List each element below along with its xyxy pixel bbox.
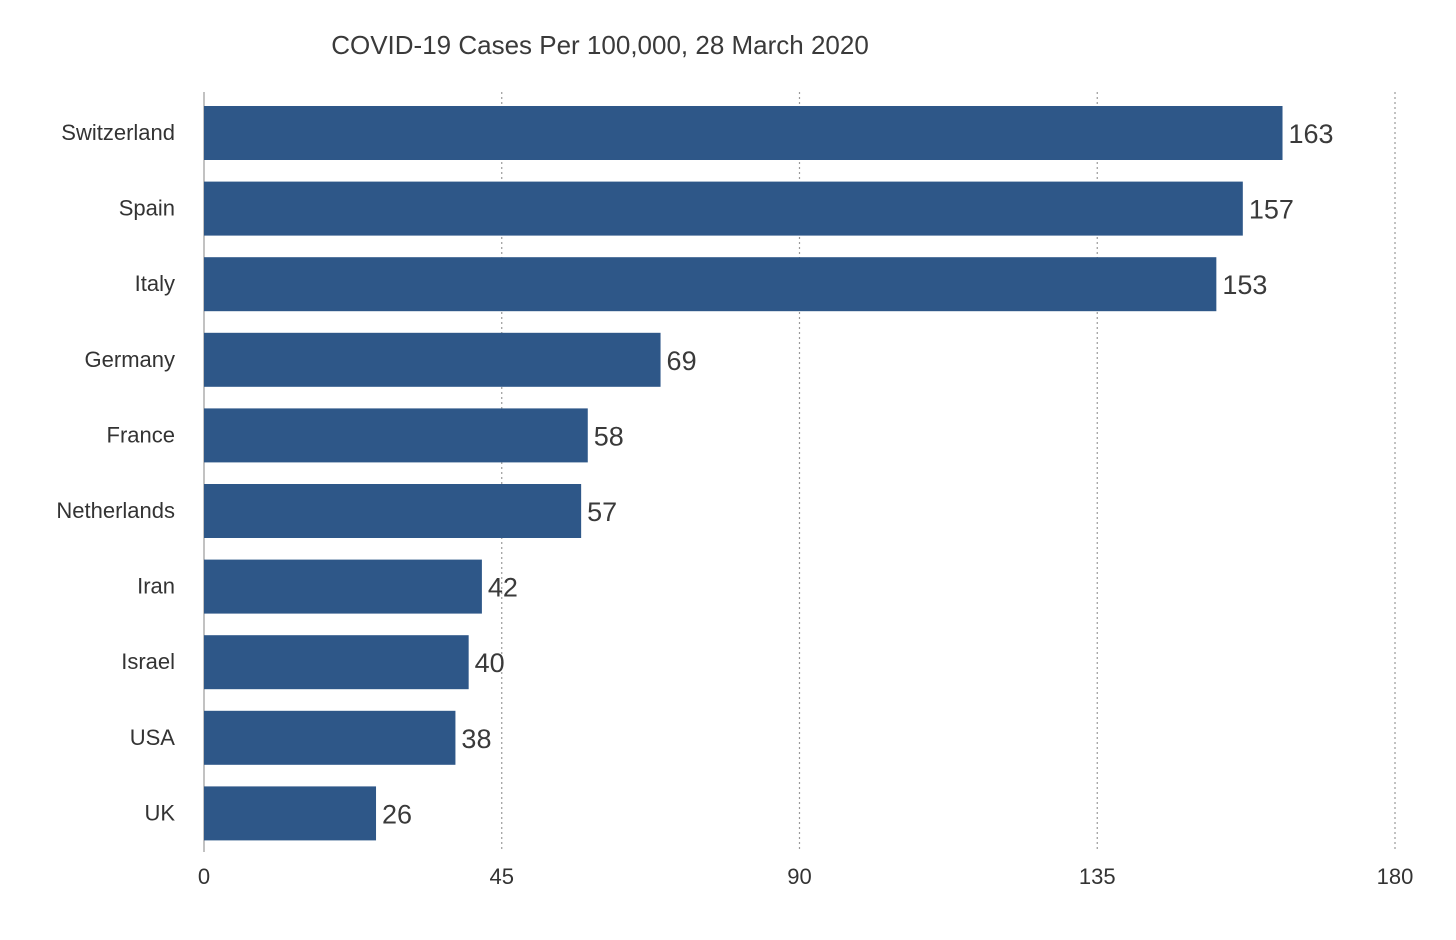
- data-label: 163: [1289, 119, 1334, 149]
- x-tick-label: 45: [490, 864, 514, 889]
- data-label: 157: [1249, 195, 1294, 225]
- bar: [204, 332, 661, 387]
- category-label: Germany: [85, 347, 175, 372]
- category-label: Israel: [121, 649, 175, 674]
- x-tick-label: 90: [787, 864, 811, 889]
- bars: [204, 106, 1283, 841]
- x-tick-label: 135: [1079, 864, 1116, 889]
- category-label: Italy: [135, 271, 175, 296]
- data-label: 153: [1222, 270, 1267, 300]
- data-label: 26: [382, 799, 412, 829]
- data-label: 40: [475, 648, 505, 678]
- data-label: 42: [488, 573, 518, 603]
- x-tick-label: 180: [1377, 864, 1414, 889]
- data-label: 38: [461, 724, 491, 754]
- data-label: 57: [587, 497, 617, 527]
- value-labels: 163 157 153 69 58 57 42 40 38 26: [382, 119, 1334, 829]
- bar: [204, 408, 588, 463]
- x-axis-ticks: 0 45 90 135 180: [198, 864, 1413, 889]
- category-label: Netherlands: [56, 498, 175, 523]
- bar: [204, 484, 582, 538]
- bar: [204, 181, 1243, 236]
- category-label: UK: [144, 800, 175, 825]
- category-label: USA: [130, 725, 176, 750]
- data-label: 58: [594, 421, 624, 451]
- x-tick-label: 0: [198, 864, 210, 889]
- chart-title: COVID-19 Cases Per 100,000, 28 March 202…: [331, 30, 869, 60]
- category-label: France: [107, 422, 175, 447]
- bar: [204, 710, 456, 765]
- category-label: Switzerland: [61, 120, 175, 145]
- bar: [204, 786, 377, 841]
- bar: [204, 257, 1217, 312]
- bar: [204, 106, 1283, 160]
- category-label: Iran: [137, 574, 175, 599]
- category-label: Spain: [119, 196, 175, 221]
- data-label: 69: [667, 346, 697, 376]
- category-labels: Switzerland Spain Italy Germany France Nether…: [56, 120, 175, 825]
- bar: [204, 559, 482, 614]
- bar: [204, 635, 469, 690]
